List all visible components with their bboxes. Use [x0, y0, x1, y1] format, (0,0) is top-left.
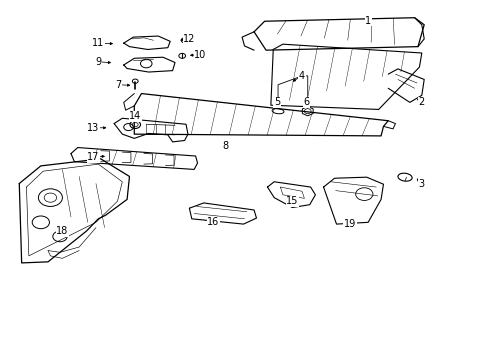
- Text: 5: 5: [273, 98, 280, 107]
- Text: 19: 19: [343, 219, 355, 229]
- Text: 12: 12: [183, 34, 195, 44]
- Text: 3: 3: [418, 179, 424, 189]
- Text: 6: 6: [303, 98, 309, 107]
- Text: 11: 11: [92, 38, 104, 48]
- Text: 18: 18: [56, 226, 68, 236]
- Text: 9: 9: [95, 57, 101, 67]
- Text: 15: 15: [285, 196, 298, 206]
- Text: 17: 17: [87, 152, 100, 162]
- Text: 1: 1: [365, 15, 370, 26]
- Text: 4: 4: [298, 71, 305, 81]
- Text: 7: 7: [115, 80, 122, 90]
- Text: 2: 2: [418, 98, 424, 107]
- Text: 10: 10: [194, 50, 206, 60]
- Text: 16: 16: [207, 217, 219, 227]
- Text: 14: 14: [129, 112, 141, 121]
- Text: 8: 8: [222, 141, 228, 152]
- Text: 13: 13: [87, 123, 100, 133]
